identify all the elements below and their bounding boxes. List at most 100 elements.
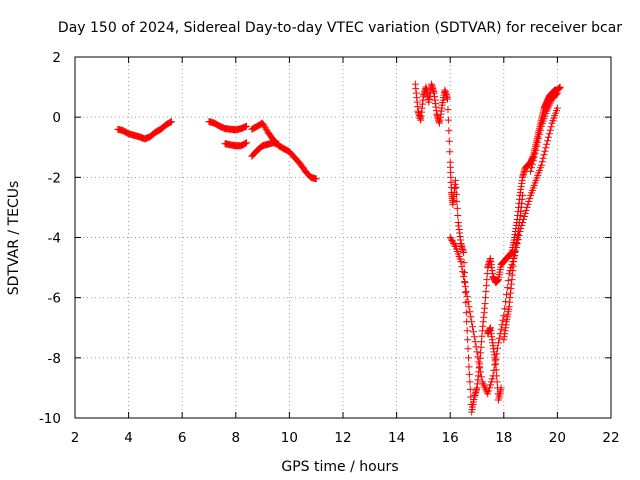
data-point [503, 284, 511, 292]
data-point [546, 126, 554, 134]
data-point [452, 183, 460, 191]
data-point [471, 338, 479, 346]
y-tick-label: -10 [39, 411, 61, 427]
data-point [460, 269, 468, 277]
data-point [166, 119, 174, 127]
data-point [447, 235, 455, 243]
series [114, 118, 175, 143]
data-point [449, 238, 457, 246]
x-tick-label: 18 [495, 430, 512, 446]
data-point [544, 133, 552, 141]
data-point [460, 278, 468, 286]
data-point [486, 381, 494, 389]
data-point [458, 263, 466, 271]
data-point [524, 200, 532, 208]
data-point [501, 305, 509, 313]
data-point [167, 118, 175, 126]
data-point [453, 204, 461, 212]
x-tick-label: 4 [124, 430, 133, 446]
chart-title: Day 150 of 2024, Sidereal Day-to-day VTE… [58, 20, 622, 36]
data-point [467, 313, 475, 321]
data-point [556, 83, 564, 91]
data-point [465, 354, 473, 362]
data-point [529, 157, 537, 165]
x-tick-label: 8 [232, 430, 241, 446]
data-point [243, 122, 251, 130]
data-point [542, 144, 550, 152]
series [527, 89, 561, 175]
x-tick-label: 22 [602, 430, 619, 446]
data-point [445, 127, 453, 135]
y-tick-label: -8 [48, 351, 61, 367]
data-point [466, 385, 474, 393]
data-point [243, 139, 251, 147]
data-point [445, 137, 453, 145]
data-point [461, 289, 469, 297]
x-axis-ticks: 2 4 6 8 10 12 14 16 18 20 22 [71, 57, 620, 446]
data-point [483, 276, 491, 284]
data-point [312, 175, 320, 183]
data-point [460, 249, 468, 257]
data-point [446, 148, 454, 156]
data-point [463, 293, 471, 301]
data-point [536, 130, 544, 138]
data-point [547, 123, 555, 131]
data-point [473, 348, 481, 356]
data-point [260, 122, 268, 130]
data-point [493, 378, 501, 386]
data-point [528, 160, 536, 168]
data-point [462, 309, 470, 317]
data-point [535, 134, 543, 142]
data-point [451, 241, 459, 249]
data-point [476, 363, 484, 371]
data-point [481, 300, 489, 308]
x-tick-label: 20 [549, 430, 566, 446]
data-point [444, 116, 452, 124]
series [221, 139, 251, 150]
data-point [543, 140, 551, 148]
data-point [452, 190, 460, 198]
data-point [536, 126, 544, 134]
x-tick-label: 2 [71, 430, 80, 446]
data-point [541, 147, 549, 155]
data-point [544, 137, 552, 145]
data-point [481, 294, 489, 302]
data-point [538, 158, 546, 166]
data-point [167, 118, 175, 126]
data-point [526, 194, 534, 202]
y-axis-ticks: -10 -8 -6 -4 -2 0 2 [39, 50, 611, 427]
data-point [537, 161, 545, 169]
data-point [466, 378, 474, 386]
data-point [448, 237, 456, 245]
data-point [444, 106, 452, 114]
data-point [469, 328, 477, 336]
data-point [502, 291, 510, 299]
data-point [468, 318, 476, 326]
data-point [459, 268, 467, 276]
data-point [465, 370, 473, 378]
x-tick-label: 12 [334, 430, 351, 446]
x-tick-label: 16 [442, 430, 459, 446]
data-point [527, 167, 535, 175]
data-point [502, 298, 510, 306]
data-point [453, 197, 461, 205]
data-point [475, 358, 483, 366]
data-point [539, 154, 547, 162]
x-tick-label: 10 [281, 430, 298, 446]
data-point [485, 387, 493, 395]
data-point [492, 366, 500, 374]
series [248, 139, 283, 160]
y-tick-label: -6 [48, 291, 61, 307]
x-axis-label: GPS time / hours [281, 459, 398, 475]
y-tick-label: 0 [52, 110, 61, 126]
data-point [493, 372, 501, 380]
series [484, 324, 505, 404]
data-point [463, 327, 471, 335]
data-point [477, 368, 485, 376]
y-tick-label: -2 [48, 170, 61, 186]
data-point [534, 138, 542, 146]
data-point [527, 164, 535, 172]
data-point [450, 240, 458, 248]
data-point [457, 258, 465, 266]
